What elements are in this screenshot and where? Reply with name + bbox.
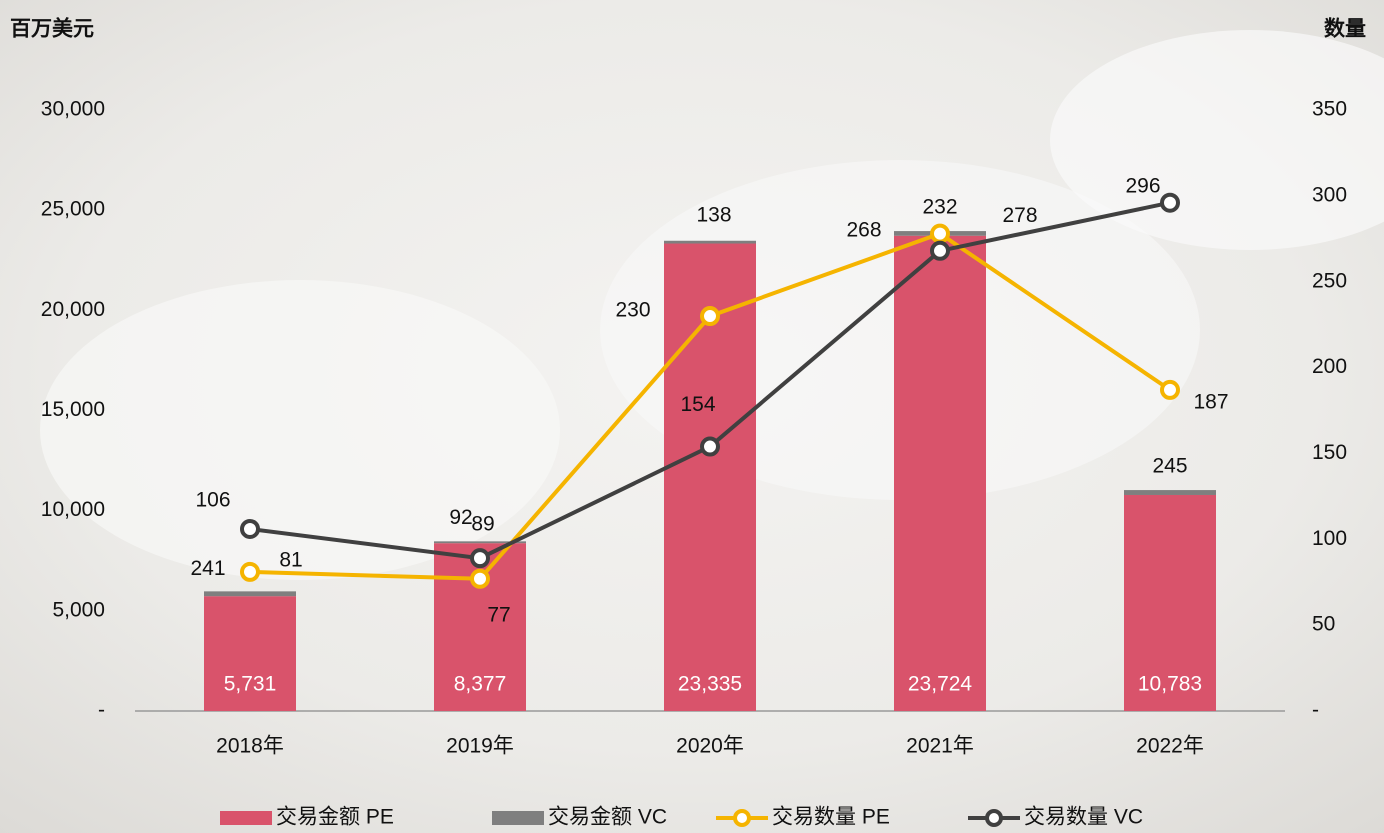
line-point xyxy=(930,240,950,261)
y2-tick-label: 250 xyxy=(1312,269,1347,292)
y2-tick-label: 50 xyxy=(1312,613,1335,636)
legend-label: 交易数量 PE xyxy=(772,806,890,829)
legend-swatch xyxy=(733,809,751,827)
data-label: 77 xyxy=(487,603,510,626)
bar xyxy=(1124,490,1216,495)
y-tick-label: 25,000 xyxy=(41,198,105,221)
legend-label: 交易金额 PE xyxy=(276,806,394,829)
data-label: 92 xyxy=(449,506,472,529)
line-point xyxy=(700,306,720,327)
bar xyxy=(434,541,526,544)
line-point xyxy=(700,436,720,457)
y2-tick-label: 200 xyxy=(1312,355,1347,378)
line-point xyxy=(930,223,950,244)
line-point xyxy=(470,568,490,589)
data-label: 154 xyxy=(680,393,715,416)
legend-label: 交易数量 VC xyxy=(1024,806,1143,829)
y-tick-label: - xyxy=(98,699,105,722)
legend-label: 交易金额 VC xyxy=(548,806,667,829)
y2-tick-label: 350 xyxy=(1312,98,1347,121)
y2-axis-title: 数量 xyxy=(1324,18,1366,41)
legend-swatch xyxy=(492,811,544,825)
data-label: 268 xyxy=(846,218,881,241)
decor xyxy=(40,280,560,580)
decor xyxy=(1050,30,1384,250)
line-point xyxy=(1160,192,1180,213)
x-tick-label: 2022年 xyxy=(1136,735,1204,758)
line-point xyxy=(240,518,260,539)
x-tick-label: 2019年 xyxy=(446,735,514,758)
bar xyxy=(204,591,296,597)
y-tick-label: 10,000 xyxy=(41,498,105,521)
y-tick-label: 20,000 xyxy=(41,298,105,321)
data-label: 106 xyxy=(195,489,230,512)
data-label: 23,724 xyxy=(908,673,973,696)
bar xyxy=(204,596,296,711)
data-label: 10,783 xyxy=(1138,673,1202,696)
data-label: 81 xyxy=(279,548,302,571)
line-point xyxy=(240,561,260,582)
x-tick-label: 2020年 xyxy=(676,735,744,758)
data-label: 138 xyxy=(696,203,731,226)
data-label: 232 xyxy=(922,196,957,219)
data-label: 23,335 xyxy=(678,673,742,696)
y-tick-label: 30,000 xyxy=(41,98,105,121)
legend-swatch xyxy=(985,809,1003,827)
y2-tick-label: - xyxy=(1312,699,1319,722)
data-label: 5,731 xyxy=(224,673,277,696)
data-label: 187 xyxy=(1193,390,1228,413)
bar xyxy=(664,240,756,244)
y-axis-title: 百万美元 xyxy=(10,17,94,41)
bar xyxy=(1124,494,1216,711)
data-label: 241 xyxy=(190,557,225,580)
line-point xyxy=(470,548,490,569)
y-tick-label: 15,000 xyxy=(41,398,105,421)
data-label: 245 xyxy=(1152,455,1187,478)
data-label: 296 xyxy=(1125,174,1160,197)
bar xyxy=(894,235,986,712)
line-point xyxy=(1160,379,1180,400)
y2-tick-label: 100 xyxy=(1312,527,1347,550)
y2-tick-label: 150 xyxy=(1312,441,1347,464)
y2-tick-label: 300 xyxy=(1312,183,1347,206)
data-label: 230 xyxy=(615,299,650,322)
data-label: 278 xyxy=(1002,204,1037,227)
legend-swatch xyxy=(220,811,272,825)
data-label: 89 xyxy=(471,513,494,536)
x-tick-label: 2021年 xyxy=(906,735,974,758)
x-tick-label: 2018年 xyxy=(216,735,284,758)
y-tick-label: 5,000 xyxy=(52,598,105,621)
data-label: 8,377 xyxy=(454,673,507,696)
